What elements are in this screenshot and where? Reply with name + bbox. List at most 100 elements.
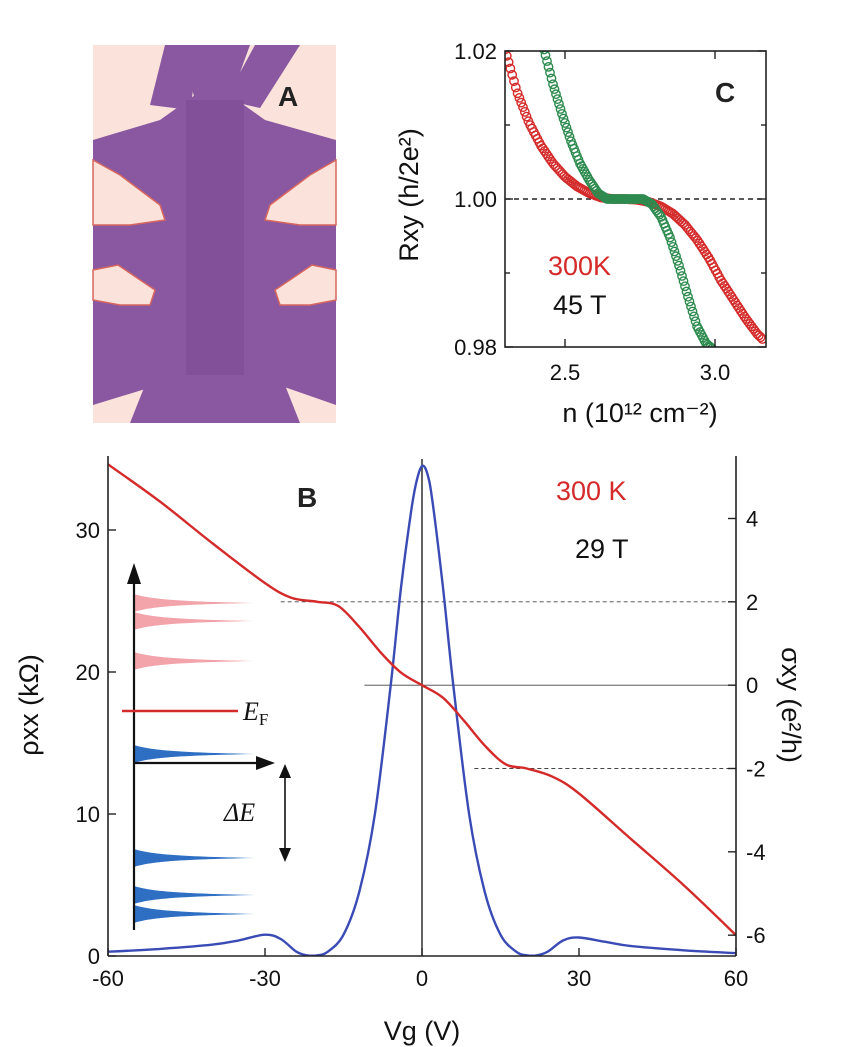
panel-c-temperature: 300K — [548, 251, 611, 281]
contact-pad-2 — [92, 264, 156, 306]
landau-level-peak — [134, 594, 257, 612]
hall-bar-region-3 — [225, 45, 300, 108]
b-xtick-label: 60 — [724, 966, 748, 991]
c-green-point — [666, 237, 677, 248]
c-green-point — [675, 265, 686, 276]
panel-b-label: B — [297, 482, 317, 513]
fermi-level-subscript: F — [259, 710, 268, 729]
c-green-point — [558, 113, 569, 124]
c-red-point — [516, 97, 527, 108]
energy-axis-arrow — [127, 563, 141, 584]
b-ytick-right-label: 4 — [746, 507, 758, 532]
c-red-point — [521, 111, 532, 122]
c-green-point — [707, 343, 717, 347]
c-green-point — [539, 51, 549, 55]
hall-bar-region-2 — [150, 45, 200, 110]
graphene-channel — [186, 100, 244, 375]
panel-b-field: 29 T — [575, 534, 629, 564]
panel-b-xlabel: Vg (V) — [384, 1016, 461, 1046]
sigma-xy-curve — [108, 463, 736, 937]
landau-level-peak — [134, 886, 257, 904]
c-green-point — [683, 291, 693, 302]
landau-level-peak — [134, 612, 257, 630]
c-green-point — [705, 342, 716, 347]
c-green-point — [684, 296, 695, 307]
c-ytick-label: 1.00 — [454, 187, 497, 212]
landau-level-inset: EF ΔE — [122, 563, 291, 930]
landau-level-peak — [134, 745, 257, 763]
b-xtick-label: 0 — [416, 966, 428, 991]
c-green-point — [549, 84, 560, 95]
gap-arrow-bottom — [279, 848, 291, 862]
c-green-point — [677, 271, 687, 281]
panel-b-ylabel-left: ρxx (kΩ) — [14, 654, 44, 756]
panel-c-xlabel: n (10¹² cm⁻²) — [562, 398, 717, 428]
c-green-point — [680, 281, 690, 292]
b-ytick-left-label: 0 — [88, 944, 100, 969]
c-green-point — [564, 131, 575, 142]
c-ytick-label: 0.98 — [454, 335, 497, 360]
panel-a-label: A — [278, 81, 298, 112]
c-green-point — [671, 251, 681, 262]
rho-xx-curve — [108, 464, 736, 956]
b-ytick-right-label: 0 — [746, 673, 758, 698]
c-green-point — [557, 109, 567, 119]
c-red-point — [519, 107, 530, 117]
b-ytick-left-label: 10 — [76, 802, 100, 827]
c-green-point — [669, 246, 680, 257]
c-green-point — [540, 51, 551, 61]
contact-pad-1 — [264, 158, 337, 226]
c-green-point — [687, 306, 698, 317]
c-green-point — [672, 255, 683, 266]
c-red-point — [757, 334, 766, 344]
c-green-point — [555, 104, 566, 114]
quantized-reference-lines — [280, 601, 736, 769]
contact-pad-3 — [274, 264, 337, 306]
c-green-point — [554, 99, 564, 109]
c-green-point — [560, 118, 570, 128]
c-xtick-label: 3.0 — [700, 360, 731, 385]
c-red-point — [505, 63, 516, 74]
landau-levels — [134, 594, 257, 923]
c-xtick-label: 2.5 — [550, 360, 581, 385]
c-green-point — [674, 260, 684, 271]
contact-pad-0 — [92, 158, 166, 226]
c-red-point — [755, 332, 766, 343]
c-green-point — [546, 73, 557, 84]
c-red-point — [505, 57, 514, 68]
c-green-point — [548, 79, 558, 90]
b-xtick-label: -30 — [249, 966, 281, 991]
panel-c-ticks: 0.98 1.00 1.02 2.5 3.0 — [454, 39, 766, 385]
c-red-point — [512, 88, 523, 99]
c-green-point — [689, 311, 699, 322]
c-green-point — [545, 67, 555, 78]
c-green-point — [561, 122, 572, 133]
landau-level-peak — [134, 652, 257, 670]
c-green-point — [654, 209, 665, 220]
c-red-point — [510, 82, 521, 93]
panel-b-ylabel-right: σxy (e²/h) — [776, 647, 806, 763]
panel-c: 0.98 1.00 1.02 2.5 3.0 C 300K 45 T Rxy (h/2e… — [394, 39, 767, 428]
c-green-point — [686, 301, 696, 312]
hall-bar-shape — [92, 45, 337, 423]
c-green-point — [668, 241, 678, 252]
device-micrograph: A — [92, 45, 337, 423]
c-red-point — [514, 93, 525, 103]
c-red-point — [509, 76, 519, 87]
c-green-point — [704, 341, 714, 347]
c-green-point — [543, 62, 554, 72]
b-ytick-right-label: -2 — [746, 757, 766, 782]
c-green-point — [678, 276, 689, 286]
gap-label: ΔE — [223, 798, 255, 827]
landau-level-peak — [134, 905, 257, 923]
c-green-point — [552, 94, 563, 105]
panel-c-ylabel: Rxy (h/2e²) — [394, 128, 424, 262]
c-red-point — [507, 69, 518, 80]
landau-level-peak — [134, 849, 257, 867]
c-green-point — [665, 232, 675, 243]
panel-c-label: C — [715, 77, 735, 108]
panel-b-temperature: 300 K — [556, 476, 627, 506]
b-ytick-left-label: 20 — [76, 660, 100, 685]
series-green — [539, 51, 717, 347]
b-ytick-right-label: 2 — [746, 590, 758, 615]
